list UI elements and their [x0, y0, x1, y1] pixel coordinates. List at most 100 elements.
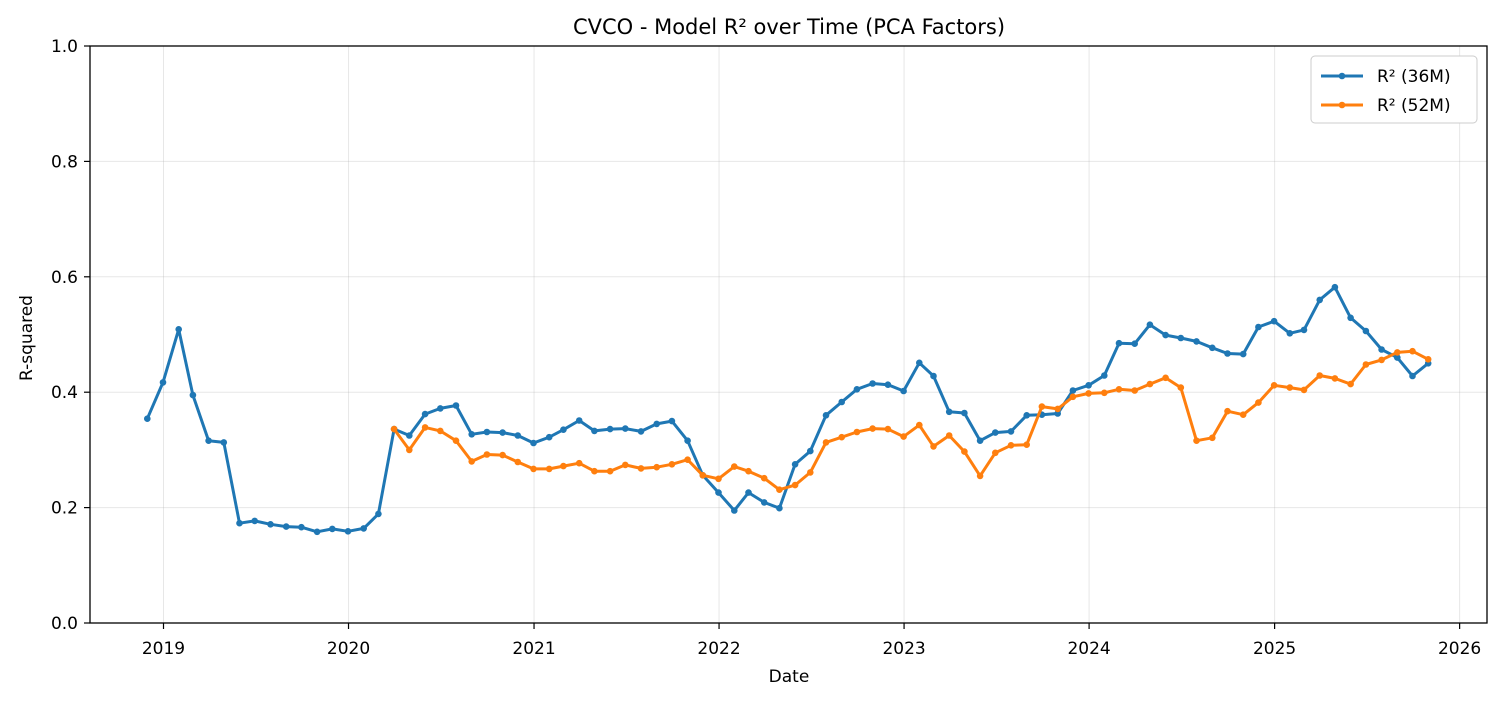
data-point	[1007, 442, 1015, 449]
data-point	[791, 461, 799, 468]
legend-swatch-marker	[1338, 72, 1346, 80]
data-point	[1085, 390, 1092, 397]
data-point	[1209, 434, 1216, 442]
data-point	[884, 425, 892, 433]
data-point	[822, 412, 830, 419]
data-point	[622, 425, 629, 432]
data-point	[1131, 340, 1138, 348]
data-point	[406, 446, 413, 454]
legend-item: R² (36M)	[1321, 67, 1451, 87]
data-point	[1347, 380, 1354, 388]
data-point	[1038, 403, 1046, 410]
data-point	[1255, 323, 1262, 331]
data-point	[1069, 387, 1077, 394]
x-tick-label: 2021	[512, 639, 555, 659]
data-point	[976, 472, 984, 480]
data-point	[1224, 350, 1231, 357]
data-point	[1300, 386, 1308, 394]
data-point	[807, 469, 814, 476]
legend-item: R² (52M)	[1321, 96, 1451, 116]
data-point	[499, 429, 506, 436]
data-point	[1162, 331, 1169, 339]
y-axis-ticks: 0.0 0.2 0.4 0.6 0.8 1.0	[51, 37, 90, 634]
data-point	[1286, 330, 1294, 337]
data-point	[483, 428, 491, 436]
data-point	[1362, 327, 1370, 335]
data-point	[1331, 283, 1339, 291]
data-point	[251, 517, 258, 525]
data-point	[421, 424, 429, 431]
data-point	[560, 426, 567, 434]
data-point	[1193, 338, 1200, 345]
data-point	[1054, 410, 1061, 417]
data-point	[1193, 437, 1200, 445]
legend-label: R² (36M)	[1377, 67, 1451, 87]
y-axis-label: R-squared	[17, 295, 37, 381]
data-point	[668, 417, 676, 425]
data-point	[452, 402, 460, 409]
data-point	[760, 474, 768, 482]
data-point	[916, 421, 923, 429]
data-point	[298, 523, 305, 531]
y-tick-label: 1.0	[51, 37, 78, 57]
data-point	[499, 451, 506, 459]
data-point	[900, 433, 907, 440]
data-point	[731, 507, 738, 514]
data-point	[1224, 407, 1231, 415]
data-point	[514, 432, 522, 439]
data-point	[189, 391, 197, 399]
data-point	[807, 447, 814, 455]
x-tick-label: 2019	[142, 639, 185, 659]
data-point	[1101, 372, 1108, 379]
data-point	[715, 489, 722, 496]
data-point	[1255, 399, 1262, 406]
data-point	[791, 481, 799, 489]
data-point	[992, 449, 999, 457]
data-point	[1409, 372, 1416, 380]
series-layer	[144, 283, 1432, 536]
data-point	[1347, 314, 1354, 322]
data-point	[452, 437, 460, 445]
data-point	[869, 425, 876, 432]
y-tick-label: 0.8	[51, 152, 78, 172]
data-point	[514, 458, 522, 466]
legend: R² (36M) R² (52M)	[1310, 55, 1478, 124]
data-point	[884, 381, 892, 389]
x-tick-label: 2026	[1438, 639, 1481, 659]
data-point	[1286, 384, 1294, 391]
data-point	[961, 448, 968, 455]
data-point	[622, 461, 629, 469]
data-point	[1115, 386, 1123, 393]
data-point	[838, 398, 845, 406]
data-point	[945, 432, 953, 439]
data-point	[1300, 326, 1308, 334]
chart-title: CVCO - Model R² over Time (PCA Factors)	[573, 15, 1005, 39]
data-point	[591, 427, 598, 435]
data-point	[175, 326, 182, 333]
data-point	[1023, 441, 1030, 449]
data-point	[390, 425, 398, 433]
x-axis-ticks: 2019 2020 2021 2022 2023 2024 2025 2026	[142, 623, 1481, 659]
data-point	[421, 410, 429, 418]
data-point	[699, 472, 707, 479]
data-point	[1146, 321, 1154, 329]
data-point	[468, 431, 476, 438]
data-point	[282, 523, 290, 530]
x-tick-label: 2025	[1253, 639, 1296, 659]
data-point	[760, 499, 768, 506]
data-point	[838, 433, 845, 441]
data-point	[406, 432, 413, 439]
data-point	[560, 462, 567, 470]
data-point	[267, 521, 274, 528]
data-point	[653, 420, 660, 428]
data-point	[1270, 382, 1278, 389]
data-point	[731, 463, 738, 470]
data-point	[930, 443, 937, 450]
data-point	[1177, 334, 1185, 342]
data-point	[545, 433, 553, 441]
data-point	[329, 525, 336, 533]
data-point	[1316, 372, 1323, 379]
data-point	[1424, 356, 1432, 363]
data-point	[1023, 412, 1030, 419]
